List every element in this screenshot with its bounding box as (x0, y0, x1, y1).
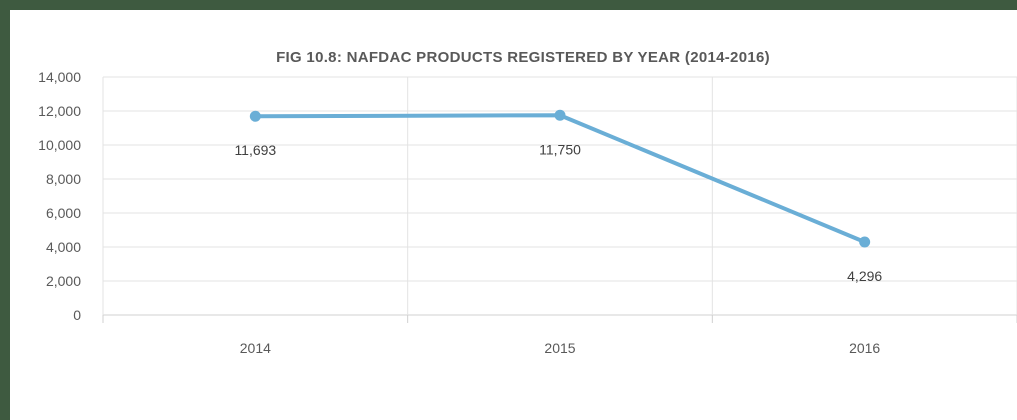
y-tick-label: 6,000 (46, 205, 81, 221)
data-label: 4,296 (847, 268, 882, 284)
data-point (859, 236, 871, 248)
data-point (554, 109, 566, 121)
x-tick-label: 2016 (849, 340, 880, 356)
y-tick-label: 8,000 (46, 171, 81, 187)
y-tick-label: 0 (73, 307, 81, 323)
y-tick-label: 12,000 (38, 103, 81, 119)
data-label: 11,750 (539, 141, 581, 157)
data-label: 11,693 (234, 142, 276, 158)
y-tick-label: 14,000 (38, 69, 81, 85)
x-tick-label: 2014 (240, 340, 271, 356)
plot-area: 11,693 11,750 4,296 (234, 109, 882, 284)
x-axis: 2014 2015 2016 (102, 315, 1017, 356)
x-tick-label: 2015 (544, 340, 575, 356)
y-tick-label: 2,000 (46, 273, 81, 289)
y-tick-label: 4,000 (46, 239, 81, 255)
data-point (249, 110, 261, 122)
y-tick-label: 10,000 (38, 137, 81, 153)
chart-title: FIG 10.8: NAFDAC PRODUCTS REGISTERED BY … (276, 49, 770, 66)
y-axis: 0 2,000 4,000 6,000 8,000 10,000 12,000 14,000 (38, 69, 81, 323)
